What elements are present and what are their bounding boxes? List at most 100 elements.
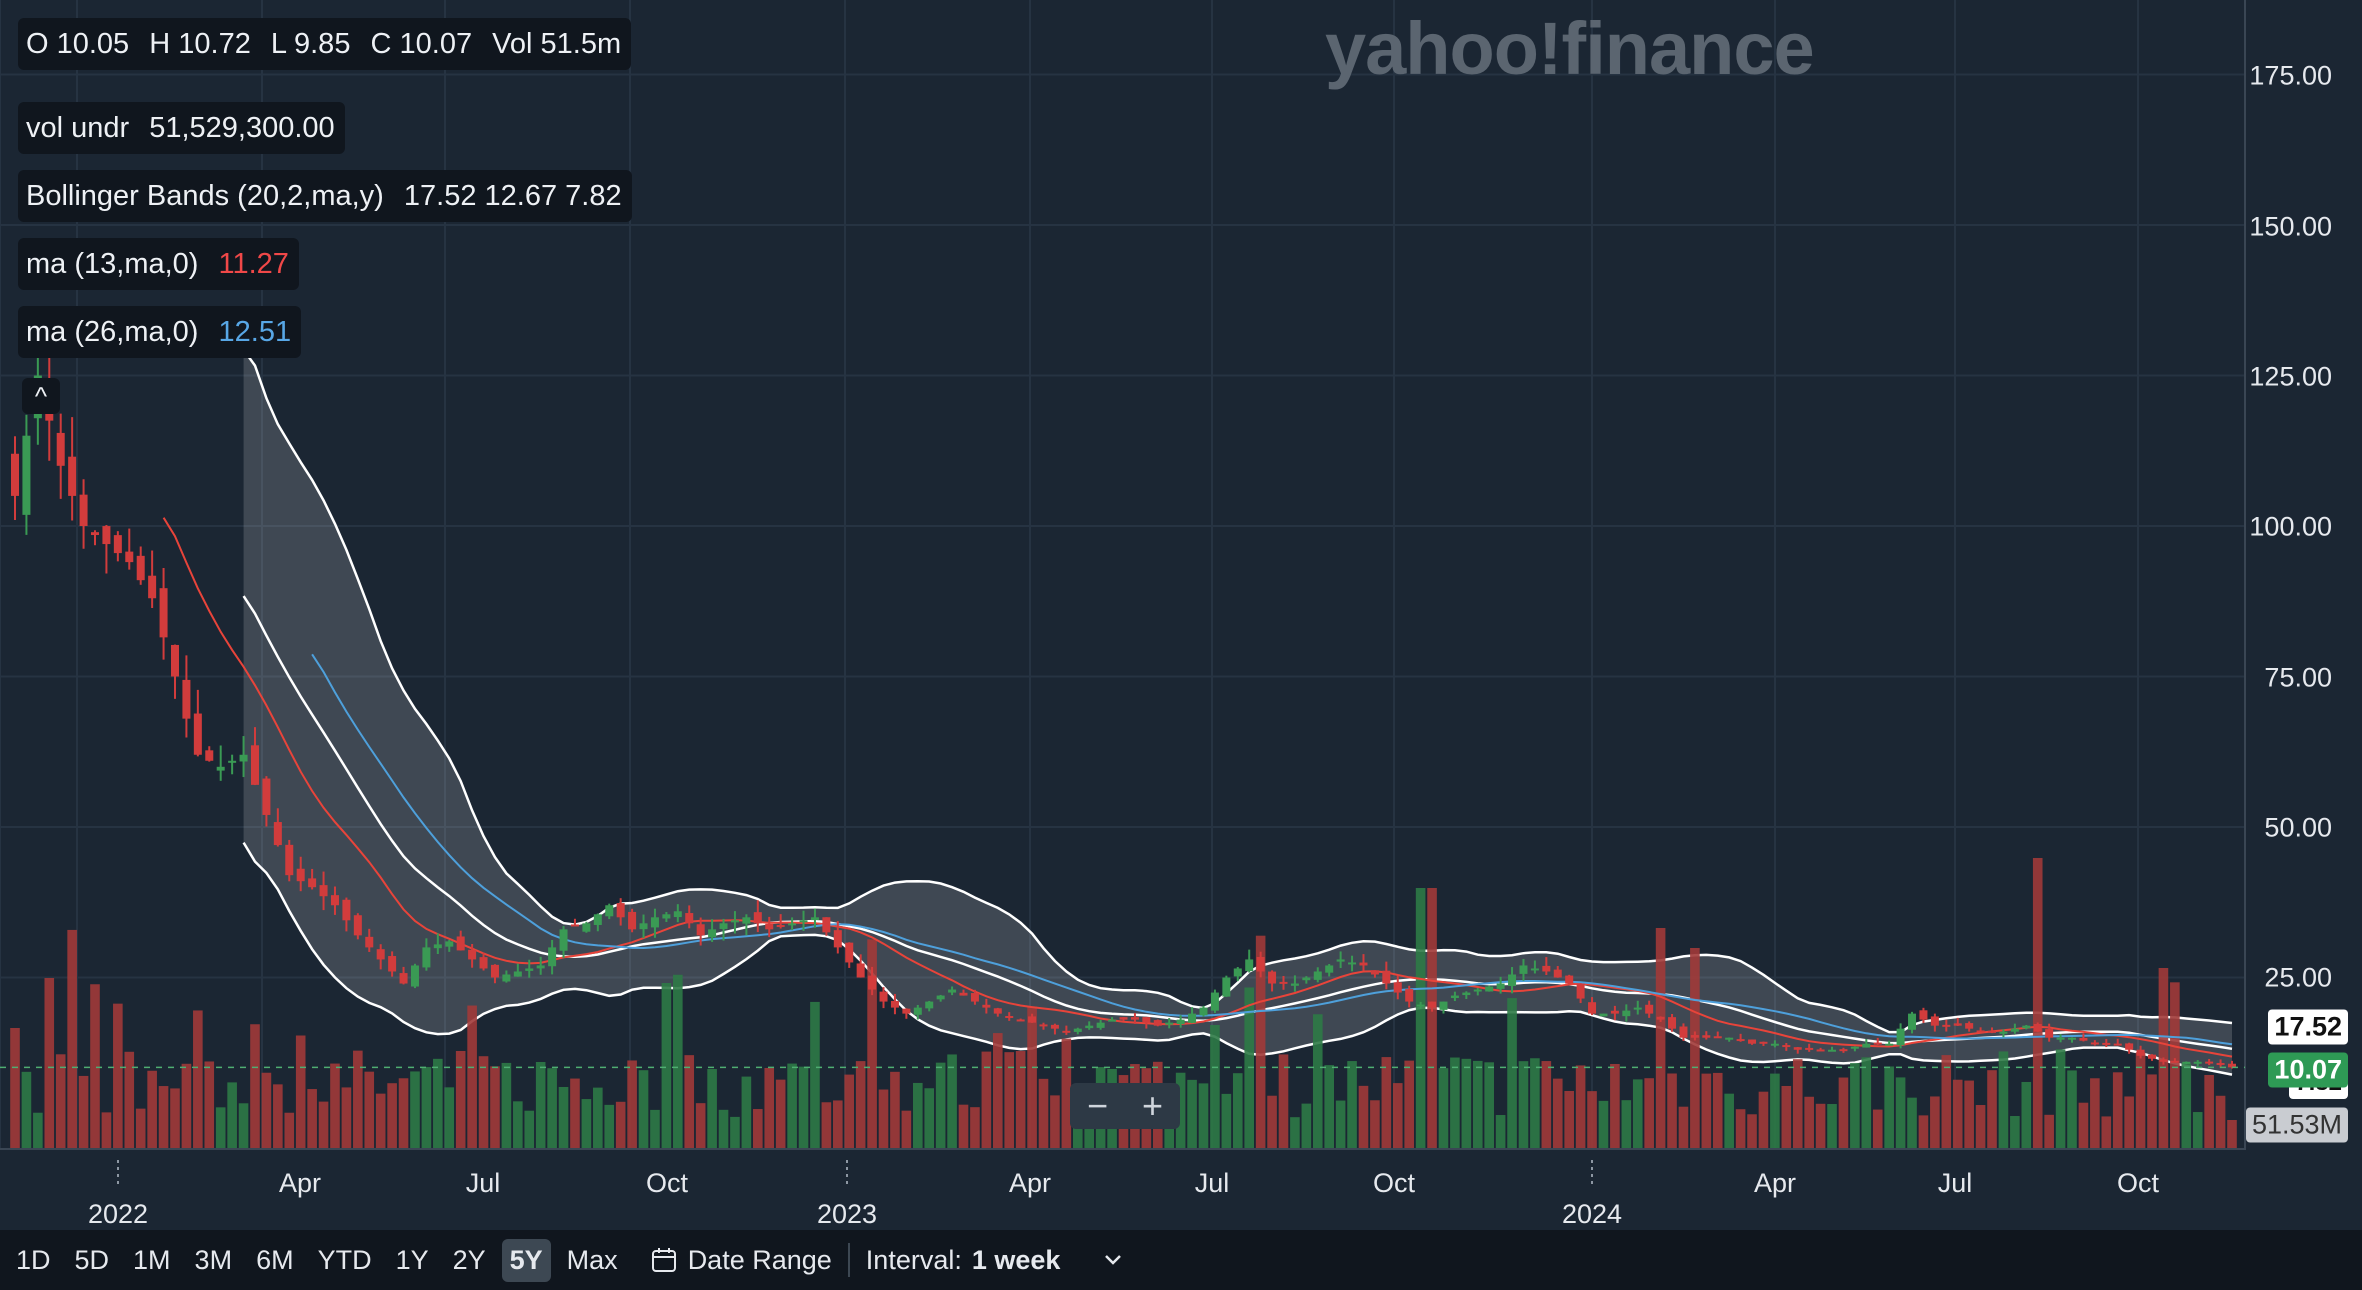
volume-bar (855, 1061, 866, 1148)
candle-body (1896, 1028, 1905, 1046)
volume-bar (1290, 1117, 1300, 1148)
candle-body (628, 911, 637, 930)
volume-bar (1678, 1106, 1689, 1148)
candle-body (90, 532, 99, 536)
candle-body (1976, 1030, 1985, 1033)
x-year-label: 2022 (87, 1199, 149, 1229)
ma26-legend[interactable]: ma (26,ma,0) 12.51 (18, 306, 302, 358)
date-range-button[interactable]: Date Range (650, 1245, 832, 1276)
candle-body (1370, 970, 1379, 975)
candle-body (1748, 1039, 1757, 1044)
volume-bar (2021, 1081, 2032, 1148)
candle-body (2193, 1061, 2202, 1064)
candle-body (2228, 1063, 2236, 1068)
volume-bar (1655, 928, 1666, 1148)
candle-body (502, 974, 511, 982)
range-5d-button[interactable]: 5D (74, 1244, 110, 1275)
candle-body (765, 923, 774, 930)
volume-bar (1575, 1065, 1586, 1148)
date-range-label: Date Range (687, 1244, 832, 1275)
candle-body (308, 878, 317, 888)
range-1y-button[interactable]: 1Y (395, 1244, 429, 1275)
candle-body (753, 912, 762, 924)
volume-legend-label: vol undr (26, 112, 130, 144)
volume-bar (1175, 1072, 1186, 1148)
volume-bar (1004, 1052, 1015, 1148)
volume-bar (970, 1107, 980, 1148)
volume-bar (2067, 1070, 2077, 1148)
range-1m-button[interactable]: 1M (133, 1244, 171, 1275)
volume-bar (67, 929, 77, 1148)
volume-bar (1758, 1091, 1769, 1148)
candle-body (1039, 1024, 1048, 1027)
volume-bar (135, 1108, 146, 1148)
volume-bar (2181, 1063, 2192, 1148)
volume-bar (215, 1107, 226, 1148)
candle-body (399, 973, 408, 984)
volume-bar (753, 1109, 763, 1148)
candle-body (182, 679, 191, 719)
volume-bar (593, 1087, 603, 1148)
candle-body (1050, 1024, 1059, 1029)
volume-bar (1278, 1054, 1289, 1148)
volume-bar (1221, 1093, 1232, 1148)
interval-label: Interval: (865, 1244, 962, 1275)
candle-body (1862, 1043, 1871, 1048)
candle-body (1668, 1017, 1677, 1029)
volume-bar (1404, 1060, 1414, 1148)
volume-bar (810, 1001, 820, 1148)
candle-body (1999, 1031, 2008, 1034)
volume-bar (627, 1060, 637, 1148)
volume-bar (1712, 1072, 1723, 1148)
volume-bar (170, 1088, 180, 1148)
volume-bar (90, 984, 100, 1148)
range-max-button[interactable]: Max (566, 1244, 618, 1275)
volume-bar (2101, 1116, 2112, 1148)
candle-body (1348, 962, 1357, 965)
range-2y-button[interactable]: 2Y (452, 1244, 486, 1275)
volume-bar (387, 1083, 397, 1148)
ma13-legend[interactable]: ma (13,ma,0) 11.27 (18, 238, 299, 290)
volume-bar (2227, 1120, 2237, 1148)
volume-bar (410, 1071, 420, 1148)
range-1d-button[interactable]: 1D (16, 1244, 51, 1275)
x-year-label: 2024 (1561, 1199, 1623, 1229)
volume-bar (318, 1101, 329, 1148)
candle-body (250, 745, 259, 785)
bollinger-legend[interactable]: Bollinger Bands (20,2,ma,y) 17.52 12.67 … (18, 170, 632, 222)
volume-legend[interactable]: vol undr 51,529,300.00 (18, 102, 345, 154)
price-chart[interactable] (0, 0, 2362, 1230)
candle-body (1462, 992, 1471, 996)
candle-body (262, 778, 271, 815)
volume-bar (638, 1070, 649, 1148)
volume-bar (1541, 1061, 1552, 1148)
volume-bar (113, 1003, 123, 1148)
interval-selector[interactable]: Interval: 1 week (866, 1245, 1127, 1276)
range-3m-button[interactable]: 3M (194, 1244, 233, 1275)
candle-body (959, 992, 968, 996)
volume-bar (501, 1062, 512, 1148)
volume-bar (581, 1099, 592, 1148)
candle-body (2205, 1061, 2214, 1064)
candle-body (1793, 1047, 1802, 1050)
volume-bar (1930, 1096, 1940, 1148)
zoom-in-button[interactable]: + (1141, 1085, 1164, 1126)
zoom-out-button[interactable]: − (1086, 1085, 1109, 1126)
candle-body (1165, 1022, 1174, 1025)
legend-close: C 10.07 (370, 28, 473, 60)
range-ytd-button[interactable]: YTD (317, 1244, 372, 1275)
volume-bar (1770, 1073, 1780, 1148)
volume-bar (55, 1054, 66, 1148)
candle-body (1359, 962, 1368, 966)
range-toolbar: 1D 5D 1M 3M 6M YTD 1Y 2Y 5Y Max Date Ran… (0, 1230, 2362, 1290)
x-year-label: 2023 (816, 1199, 878, 1229)
volume-bar (524, 1110, 535, 1148)
range-6m-button[interactable]: 6M (256, 1244, 294, 1275)
volume-bar (1461, 1058, 1472, 1148)
range-5y-button[interactable]: 5Y (501, 1238, 551, 1282)
collapse-legend-icon[interactable]: ^ (22, 378, 60, 414)
volume-bar (1861, 1057, 1872, 1148)
volume-bar (1530, 1058, 1540, 1148)
candle-body (2159, 1059, 2168, 1062)
volume-bar (901, 1110, 912, 1148)
